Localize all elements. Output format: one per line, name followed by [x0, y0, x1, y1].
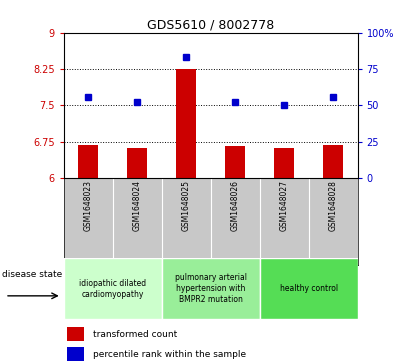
Bar	[64, 258, 162, 319]
Text: percentile rank within the sample: percentile rank within the sample	[93, 350, 246, 359]
Bar	[274, 148, 294, 178]
Bar	[323, 145, 343, 178]
Text: GSM1648025: GSM1648025	[182, 180, 191, 232]
Bar	[67, 327, 84, 341]
Text: GSM1648026: GSM1648026	[231, 180, 240, 232]
Bar	[260, 258, 358, 319]
Text: GSM1648027: GSM1648027	[279, 180, 289, 232]
Bar	[176, 69, 196, 178]
Bar	[67, 347, 84, 361]
Bar	[162, 258, 260, 319]
Text: disease state: disease state	[2, 270, 62, 278]
Text: idiopathic dilated
cardiomyopathy: idiopathic dilated cardiomyopathy	[79, 278, 146, 299]
Text: GSM1648023: GSM1648023	[84, 180, 93, 232]
Text: GSM1648024: GSM1648024	[133, 180, 142, 232]
Bar	[127, 148, 147, 178]
Bar	[225, 146, 245, 178]
Text: transformed count: transformed count	[93, 330, 177, 339]
Text: pulmonary arterial
hypertension with
BMPR2 mutation: pulmonary arterial hypertension with BMP…	[175, 273, 247, 304]
Text: GSM1648028: GSM1648028	[328, 180, 337, 231]
Text: healthy control: healthy control	[279, 284, 338, 293]
Title: GDS5610 / 8002778: GDS5610 / 8002778	[147, 19, 274, 32]
Bar	[79, 145, 98, 178]
